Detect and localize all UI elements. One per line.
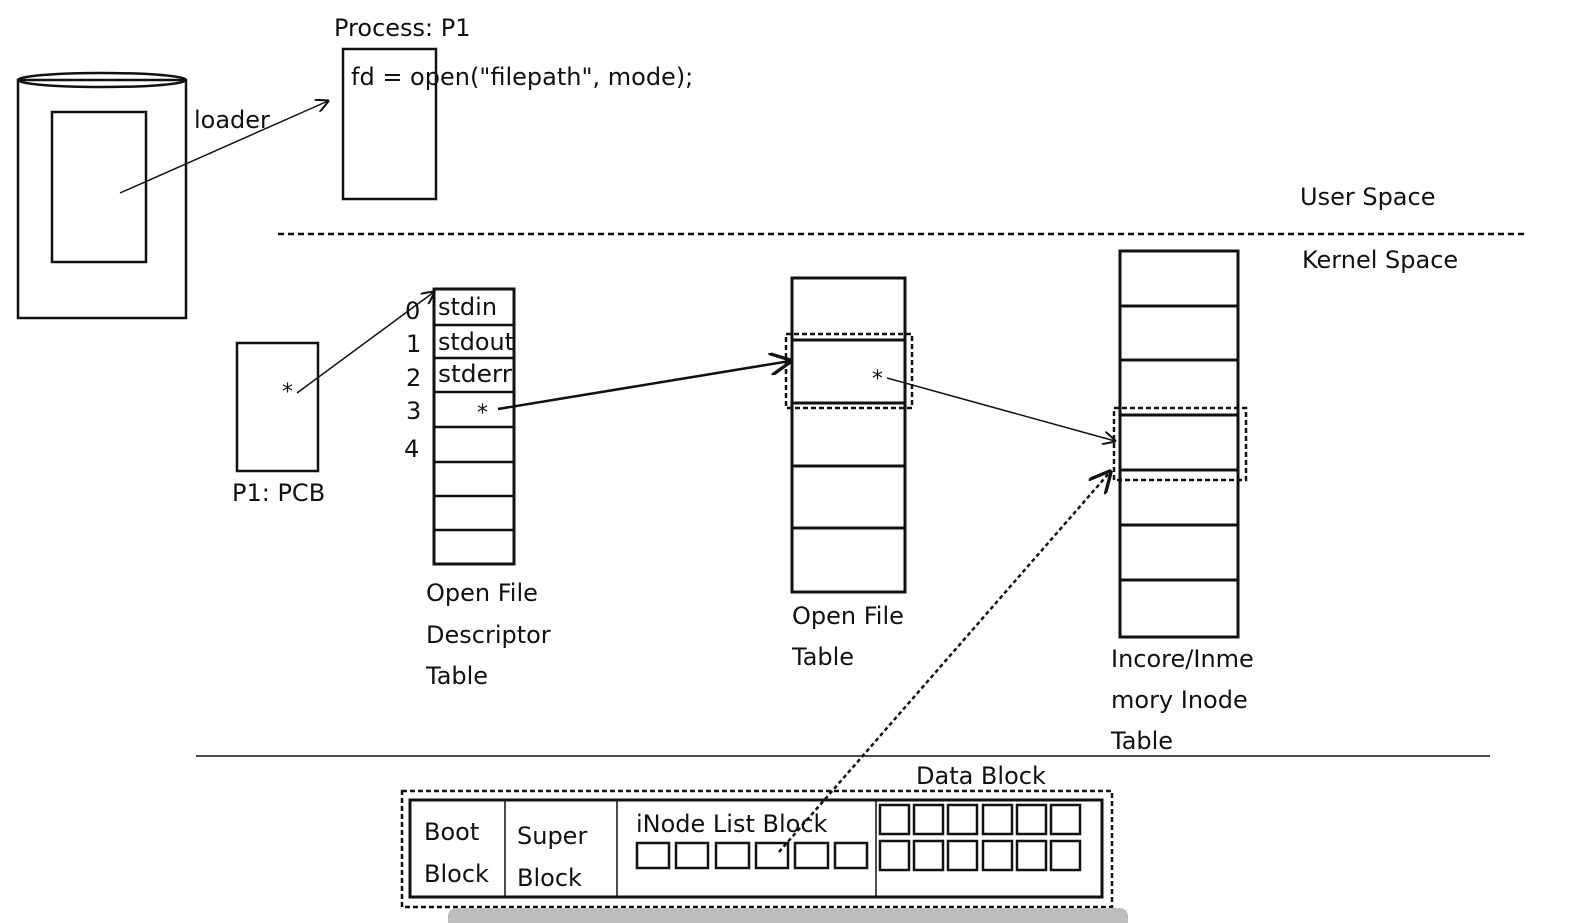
data-block-label: Data Block: [916, 762, 1046, 790]
inode-caption-line3: Table: [1110, 727, 1173, 755]
inode-caption-line1: Incore/Inme: [1111, 645, 1254, 673]
fd-entry-3-pointer: *: [477, 401, 488, 426]
inode-list-cells: [635, 841, 869, 870]
pcb-pointer: *: [282, 380, 293, 405]
loader-label: loader: [194, 106, 270, 134]
oft-highlight: [784, 332, 914, 410]
disk-layout: [400, 789, 1114, 909]
disk-cylinder: [16, 71, 188, 320]
fd-entry-stdin: stdin: [438, 293, 497, 321]
oft-pointer: *: [872, 367, 883, 392]
oft-caption-line2: Table: [791, 643, 854, 671]
incore-inode-table: [1112, 249, 1248, 639]
super-block-line1: Super: [517, 822, 587, 850]
super-block-line2: Block: [517, 864, 582, 892]
fd-entry-stderr: stderr: [438, 360, 512, 388]
boot-block-line2: Block: [424, 860, 489, 888]
loader-arrow: [119, 101, 328, 194]
fd-index-2: 2: [406, 364, 421, 392]
kernel-space-label: Kernel Space: [1302, 246, 1458, 274]
program-file: [50, 110, 148, 264]
fd-to-oft-arrow: [497, 361, 790, 411]
pcb-box: [235, 341, 320, 473]
process-title: Process: P1: [334, 14, 471, 42]
fd-index-4: 4: [404, 435, 419, 463]
ofdt-caption-line3: Table: [425, 662, 488, 690]
ofdt-caption-line1: Open File: [426, 579, 538, 607]
fd-index-0: 0: [405, 297, 420, 325]
fd-index-1: 1: [406, 330, 421, 358]
oft-to-inode-arrow: [886, 377, 1115, 441]
data-block-cells: [878, 803, 1082, 872]
boot-block-line1: Boot: [424, 818, 479, 846]
inode-caption-line2: mory Inode: [1111, 686, 1248, 714]
fd-index-3: 3: [406, 397, 421, 425]
pcb-label: P1: PCB: [232, 479, 325, 507]
ofdt-caption-line2: Descriptor: [426, 621, 551, 649]
process-box: [341, 47, 438, 201]
open-file-table: [784, 276, 914, 594]
pcb-to-ofdt-arrow: [296, 292, 434, 394]
inode-highlight: [1112, 406, 1248, 482]
oft-caption-line1: Open File: [792, 602, 904, 630]
user-space-label: User Space: [1300, 183, 1435, 211]
open-file-descriptor-table: [432, 287, 516, 566]
horizontal-scrollbar[interactable]: [448, 908, 1128, 923]
open-call-code: fd = open("filepath", mode);: [351, 63, 693, 91]
inode-list-label: iNode List Block: [636, 810, 828, 838]
fd-entry-stdout: stdout: [438, 328, 514, 356]
